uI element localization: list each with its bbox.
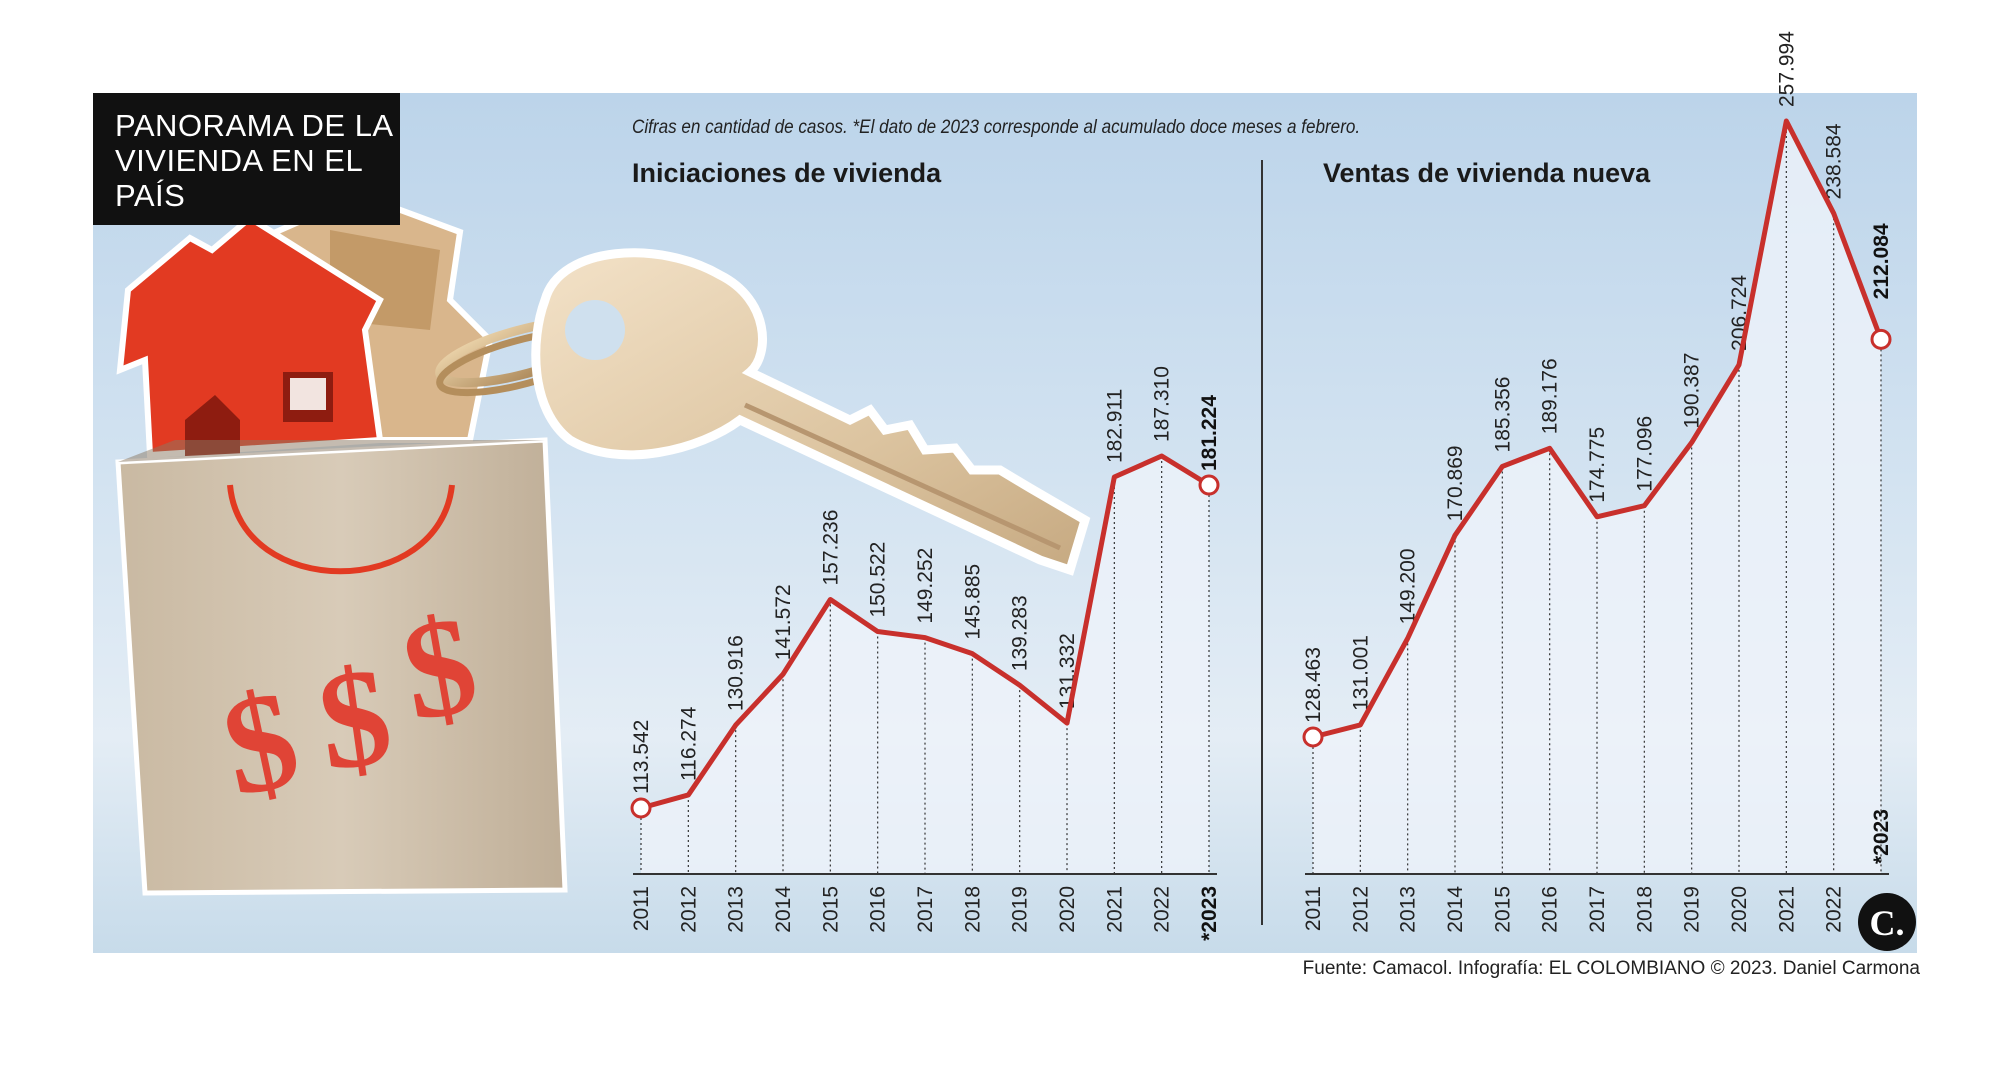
data-label: 128.463 [1302,647,1325,723]
x-tick-label: 2014 [772,886,795,933]
x-tick-label: *2023 [1870,809,1893,864]
page-title: PANORAMA DE LA VIVIENDA EN EL PAÍS [115,108,392,213]
data-label: 149.200 [1397,548,1420,624]
data-label: 182.911 [1103,389,1126,463]
chart-iniciaciones: 113.542 2011 116.274 2012 130.916 2013 141.572… [630,366,1221,941]
data-label: 150.522 [867,542,890,618]
data-label: 113.542 [630,720,653,794]
chart-title-iniciaciones: Iniciaciones de vivienda [632,158,942,188]
x-tick-label: 2021 [1103,886,1126,933]
data-label: 139.283 [1009,595,1032,671]
x-tick-label: 2019 [1009,886,1032,933]
x-tick-label: 2012 [677,886,700,933]
x-tick-label: 2022 [1151,886,1174,933]
x-tick-label: 2013 [725,886,748,933]
data-label: 116.274 [677,706,700,781]
x-tick-label: 2022 [1823,886,1846,933]
x-tick-label: 2012 [1349,886,1372,933]
data-label: 257.994 [1775,31,1798,107]
x-tick-label: 2017 [914,886,937,933]
source-credit: Fuente: Camacol. Infografía: EL COLOMBIA… [1302,958,1920,979]
house-bag-illustration: $ $ $ [115,191,1091,896]
x-tick-label: 2017 [1586,886,1609,933]
x-tick-label: 2016 [867,886,890,933]
data-label: 141.572 [772,584,795,660]
x-tick-label: 2018 [1633,886,1656,933]
x-tick-label: 2020 [1056,886,1079,933]
data-label: 190.387 [1681,353,1704,429]
data-label: 181.224 [1198,395,1221,471]
data-label: 212.084 [1870,223,1893,299]
data-label: 174.775 [1586,427,1609,503]
x-tick-label: 2020 [1728,886,1751,933]
data-label: 189.176 [1539,358,1562,434]
data-label: 187.310 [1151,366,1174,442]
end-point-marker [1198,474,1220,496]
x-tick-label: 2018 [961,886,984,933]
x-tick-label: 2011 [1302,886,1325,931]
data-label: 145.885 [961,564,984,640]
series-line-ventas [1312,118,1884,740]
data-label: 170.869 [1444,445,1467,521]
x-tick-label: 2021 [1775,886,1798,933]
data-label: 157.236 [819,510,842,586]
end-point-marker [1870,328,1892,350]
start-point-marker [630,797,652,819]
el-colombiano-logo: C. [1858,893,1916,951]
data-label: 149.252 [914,548,937,624]
title-box [93,93,400,225]
data-label: 185.356 [1491,377,1514,453]
data-label: 177.096 [1633,416,1656,492]
chart-title-ventas: Ventas de vivienda nueva [1323,158,1651,188]
chart-note: Cifras en cantidad de casos. *El dato de… [632,117,1361,138]
data-label: 238.584 [1823,123,1846,199]
x-tick-label: 2015 [819,886,842,933]
x-tick-label: *2023 [1198,886,1221,941]
series-line-iniciaciones [640,453,1211,811]
data-label: 130.916 [725,635,748,711]
x-tick-label: 2016 [1539,886,1562,933]
x-tick-label: 2015 [1491,886,1514,933]
x-tick-label: 2011 [630,886,653,931]
chart-ventas: 128.463 2011 131.001 2012 149.200 2013 170.869… [1302,31,1893,933]
x-tick-label: 2014 [1444,886,1467,933]
x-tick-label: 2013 [1397,886,1420,933]
key-icon [531,248,1091,576]
logo-letter: C. [1870,903,1905,943]
x-tick-label: 2019 [1681,886,1704,933]
start-point-marker [1302,726,1324,748]
data-label: 131.001 [1349,635,1372,711]
